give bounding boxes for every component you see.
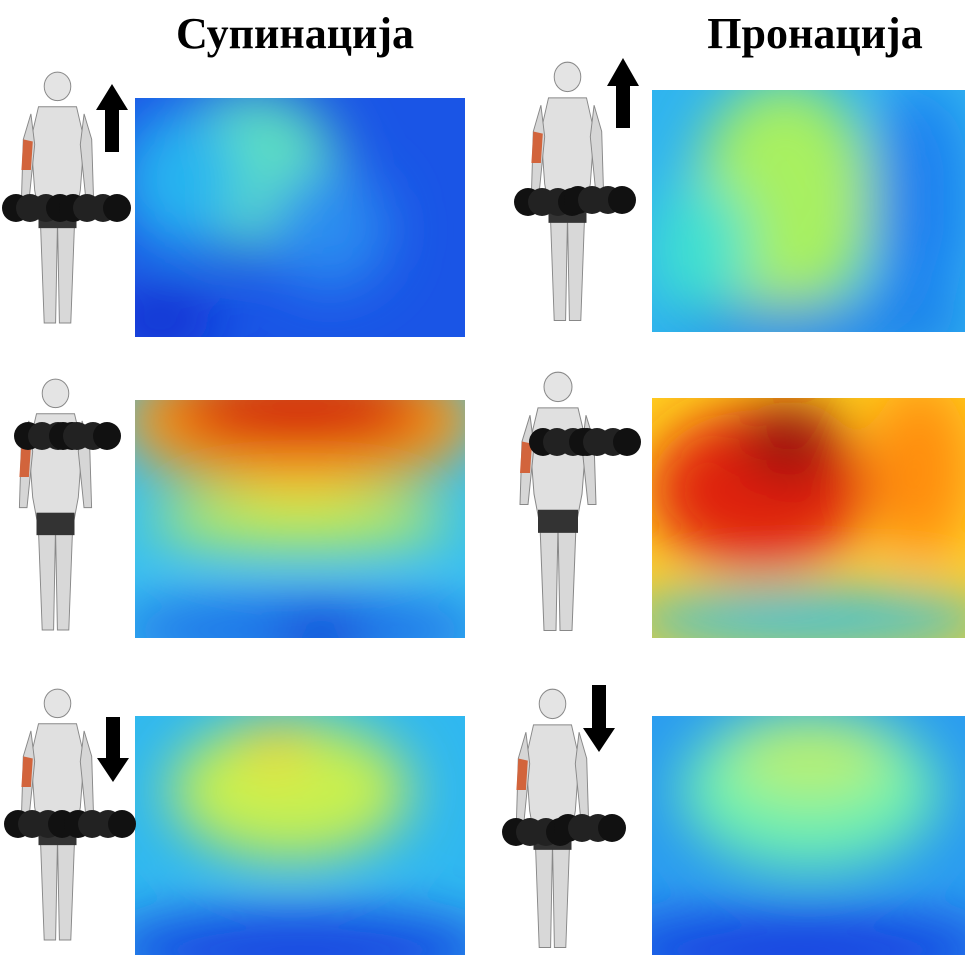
heatmap	[135, 98, 465, 337]
heatmap	[652, 90, 965, 332]
heatmap	[652, 716, 965, 955]
heatmap	[135, 716, 465, 955]
arrow-up	[607, 58, 639, 128]
athlete	[519, 371, 641, 632]
arrow-up	[96, 84, 128, 152]
arrow-down	[97, 717, 129, 782]
athlete	[502, 688, 626, 949]
column-title: Пронација	[707, 9, 922, 58]
column-title: Супинација	[176, 9, 414, 58]
heatmap	[135, 400, 465, 638]
athlete	[14, 378, 121, 631]
arrow-down	[583, 685, 615, 752]
heatmap	[652, 398, 965, 638]
